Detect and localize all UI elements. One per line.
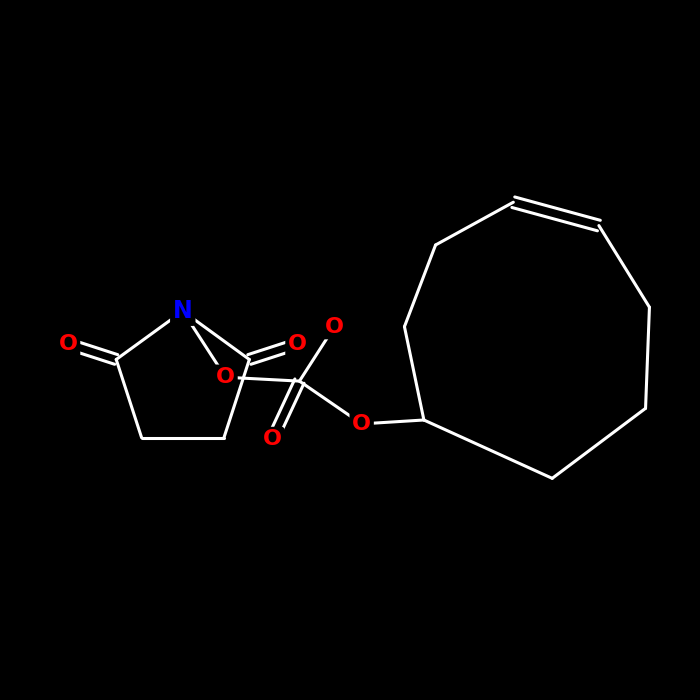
Text: O: O <box>288 334 307 354</box>
Text: O: O <box>325 316 344 337</box>
Text: O: O <box>352 414 371 434</box>
Text: N: N <box>173 299 193 323</box>
Text: O: O <box>59 334 78 354</box>
Text: O: O <box>216 368 235 387</box>
Text: O: O <box>262 429 281 449</box>
